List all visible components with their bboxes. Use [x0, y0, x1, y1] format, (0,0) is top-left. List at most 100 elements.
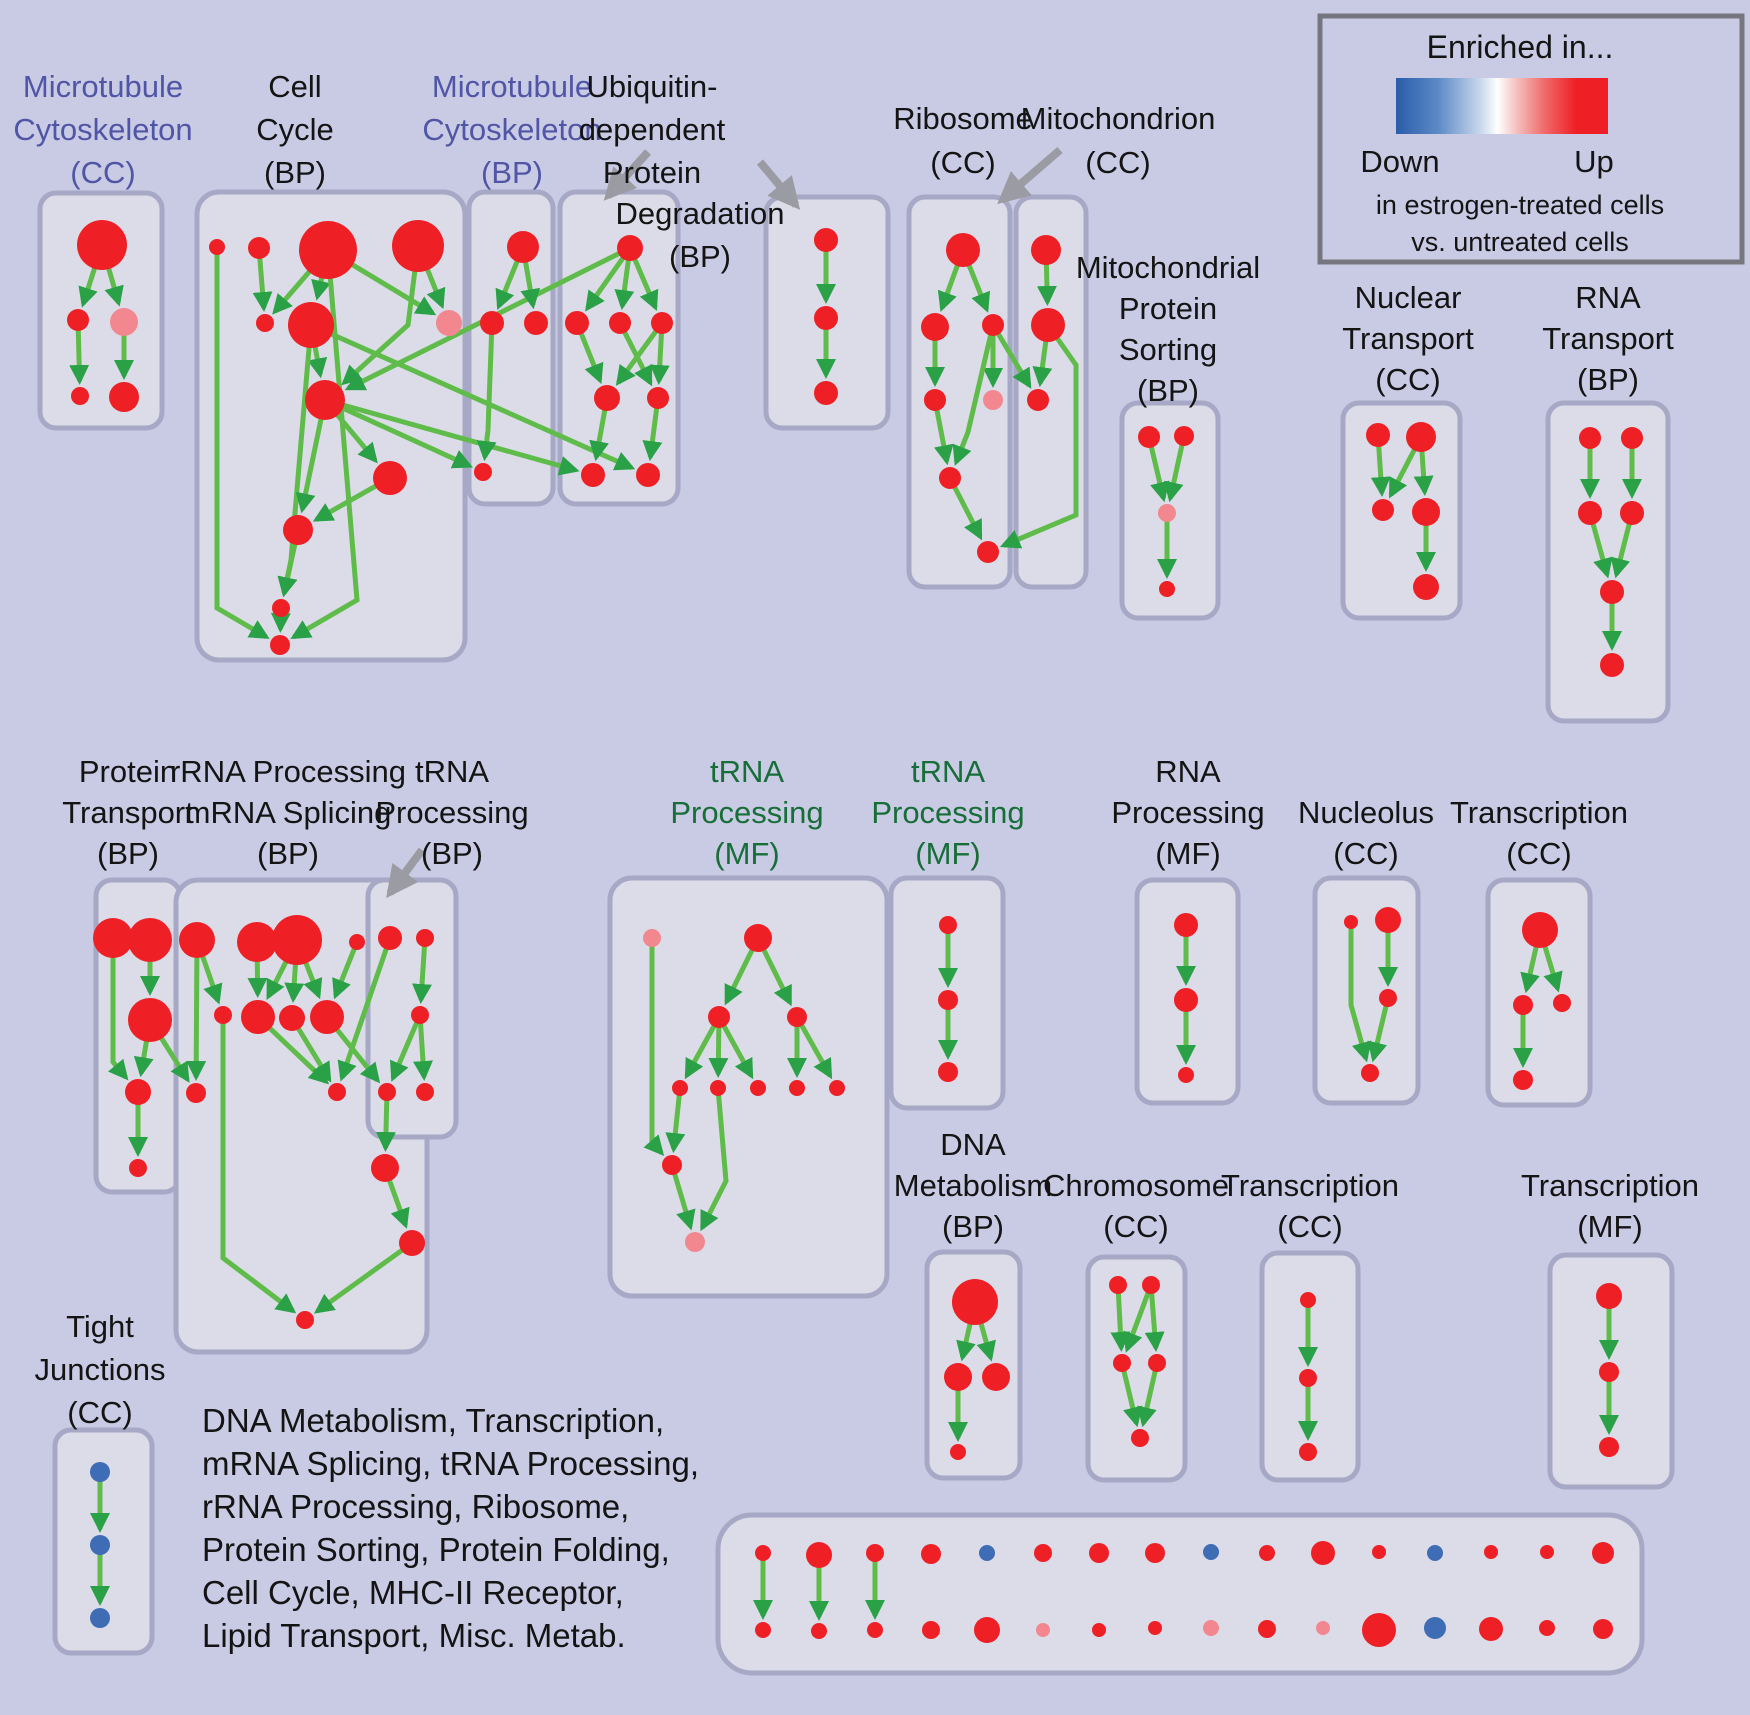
edge-i4-i5 [1137, 1362, 1160, 1428]
go-term-node-rm4 [310, 1000, 344, 1034]
go-term-node-w3 [1578, 501, 1602, 525]
go-term-node-cc_k [270, 635, 290, 655]
cluster-label-tj-line-0: Tight [66, 1309, 134, 1344]
cluster-label-trna-mf1-line-1: Processing [670, 795, 823, 830]
go-term-node-bt4 [921, 1544, 941, 1564]
cluster-label-nt-line-2: (CC) [1375, 362, 1440, 397]
go-term-node-r1 [946, 233, 980, 267]
cluster-label-misc-line-1: mRNA Splicing, tRNA Processing, [202, 1445, 699, 1482]
cluster-label-dnam-line-2: (BP) [942, 1209, 1004, 1244]
cluster-label-mtbp-line-1: Cytoskeleton [422, 112, 601, 147]
edge-k5-k10 [665, 1087, 686, 1154]
go-term-node-bm3 [867, 1622, 883, 1638]
go-term-node-bm7 [1092, 1623, 1106, 1637]
cluster-label-ubiq-a-line-0: Ubiquitin- [587, 69, 718, 104]
go-term-node-k8 [789, 1080, 805, 1096]
go-term-node-u5 [594, 385, 620, 411]
edge-p1-p4 [107, 938, 129, 1081]
go-term-node-u3 [609, 312, 631, 334]
cluster-label-tcc-bot-line-1: (CC) [1277, 1209, 1342, 1244]
go-term-node-q5 [1413, 574, 1439, 600]
edge-k3-k5 [684, 1015, 722, 1080]
go-term-node-t3 [1027, 389, 1049, 411]
go-term-node-rL2 [328, 1083, 346, 1101]
go-term-node-x5 [416, 1083, 434, 1101]
go-term-node-w6 [1600, 653, 1624, 677]
cluster-label-mtbp-line-0: Microtubule [432, 69, 592, 104]
go-term-node-i1 [1109, 1276, 1127, 1294]
go-term-node-bm5 [974, 1617, 1000, 1643]
edge-k1-k10 [643, 938, 665, 1156]
go-term-node-rm2 [241, 1000, 275, 1034]
go-term-node-r4 [924, 389, 946, 411]
go-term-node-k4 [787, 1007, 807, 1027]
edge-x2-x3 [412, 937, 432, 1005]
edge-cc_c-cc_k [290, 249, 360, 640]
cluster-label-rt-line-2: (BP) [1577, 362, 1639, 397]
go-term-node-bt9 [1203, 1544, 1219, 1560]
go-term-node-f3 [1553, 994, 1571, 1012]
go-term-node-cc_d [392, 220, 444, 272]
go-term-node-w1 [1579, 427, 1601, 449]
label-pointer-arrow-to-trna-bp-box [386, 847, 426, 899]
cluster-label-pt-line-2: (BP) [97, 836, 159, 871]
go-term-node-o1 [1596, 1283, 1622, 1309]
cluster-label-rpmf-line-0: RNA [1155, 754, 1221, 789]
go-term-node-e2 [1375, 907, 1401, 933]
go-term-node-v1 [814, 228, 838, 252]
go-term-node-bm13 [1424, 1617, 1446, 1639]
edge-ra1-rL1 [186, 939, 207, 1081]
legend-box [1317, 13, 1745, 265]
go-term-node-bm9 [1203, 1620, 1219, 1636]
go-term-node-cc_f [288, 302, 334, 348]
go-term-node-x1 [378, 926, 402, 950]
go-term-node-k10 [662, 1155, 682, 1175]
go-term-node-s1 [1138, 426, 1160, 448]
edge-rm1-rbb [220, 1015, 297, 1314]
go-term-node-p2 [128, 918, 172, 962]
go-term-node-bm16 [1593, 1619, 1613, 1639]
go-term-node-h2 [944, 1363, 972, 1391]
cluster-label-pt-line-0: Protein [79, 754, 177, 789]
go-term-node-e4 [1361, 1064, 1379, 1082]
edge-r3-t3 [990, 323, 1032, 389]
cluster-label-dnam-line-1: Metabolism [894, 1168, 1053, 1203]
edge-i2-i3 [1123, 1284, 1154, 1353]
go-term-node-mb1 [507, 231, 539, 263]
cluster-label-mtcc-line-0: Microtubule [23, 69, 183, 104]
go-term-node-s4 [1159, 581, 1175, 597]
go-term-node-d2 [1174, 988, 1198, 1012]
cluster-label-trna-mf2-line-0: tRNA [911, 754, 985, 789]
cluster-label-pt-line-1: Transport [62, 795, 194, 830]
go-term-node-r6 [939, 467, 961, 489]
go-term-node-k5 [672, 1080, 688, 1096]
go-term-node-s3 [1158, 504, 1176, 522]
go-cluster-box-nuc [1312, 875, 1421, 1106]
cluster-label-misc-line-5: Lipid Transport, Misc. Metab. [202, 1617, 626, 1654]
cluster-label-misc-line-3: Protein Sorting, Protein Folding, [202, 1531, 670, 1568]
go-term-node-u4 [651, 312, 673, 334]
cluster-label-misc-line-0: DNA Metabolism, Transcription, [202, 1402, 664, 1439]
go-term-node-ra4 [349, 934, 365, 950]
cluster-label-ubiq-b-line-1: (BP) [669, 239, 731, 274]
go-term-node-bm8 [1148, 1621, 1162, 1635]
cluster-label-tj-line-2: (CC) [67, 1395, 132, 1430]
go-term-node-j3 [1299, 1443, 1317, 1461]
go-term-node-mc5 [109, 382, 139, 412]
go-term-node-p1 [93, 918, 133, 958]
edge-i2-i4 [1144, 1284, 1165, 1353]
go-term-node-cc_i [283, 515, 313, 545]
go-term-node-i3 [1113, 1354, 1131, 1372]
go-term-node-mc3 [110, 308, 138, 336]
cluster-label-mtbp-line-2: (BP) [481, 155, 543, 190]
go-term-node-q1 [1366, 423, 1390, 447]
go-term-node-u1 [617, 235, 643, 261]
go-cluster-box-mito [1013, 194, 1089, 590]
go-term-node-bm10 [1258, 1620, 1276, 1638]
edge-mb2-mb4 [476, 322, 497, 462]
legend-note-line2: vs. untreated cells [1411, 227, 1629, 257]
go-term-node-cc_j [272, 599, 290, 617]
go-term-node-d3 [1178, 1067, 1194, 1083]
go-term-node-bt11 [1311, 1541, 1335, 1565]
